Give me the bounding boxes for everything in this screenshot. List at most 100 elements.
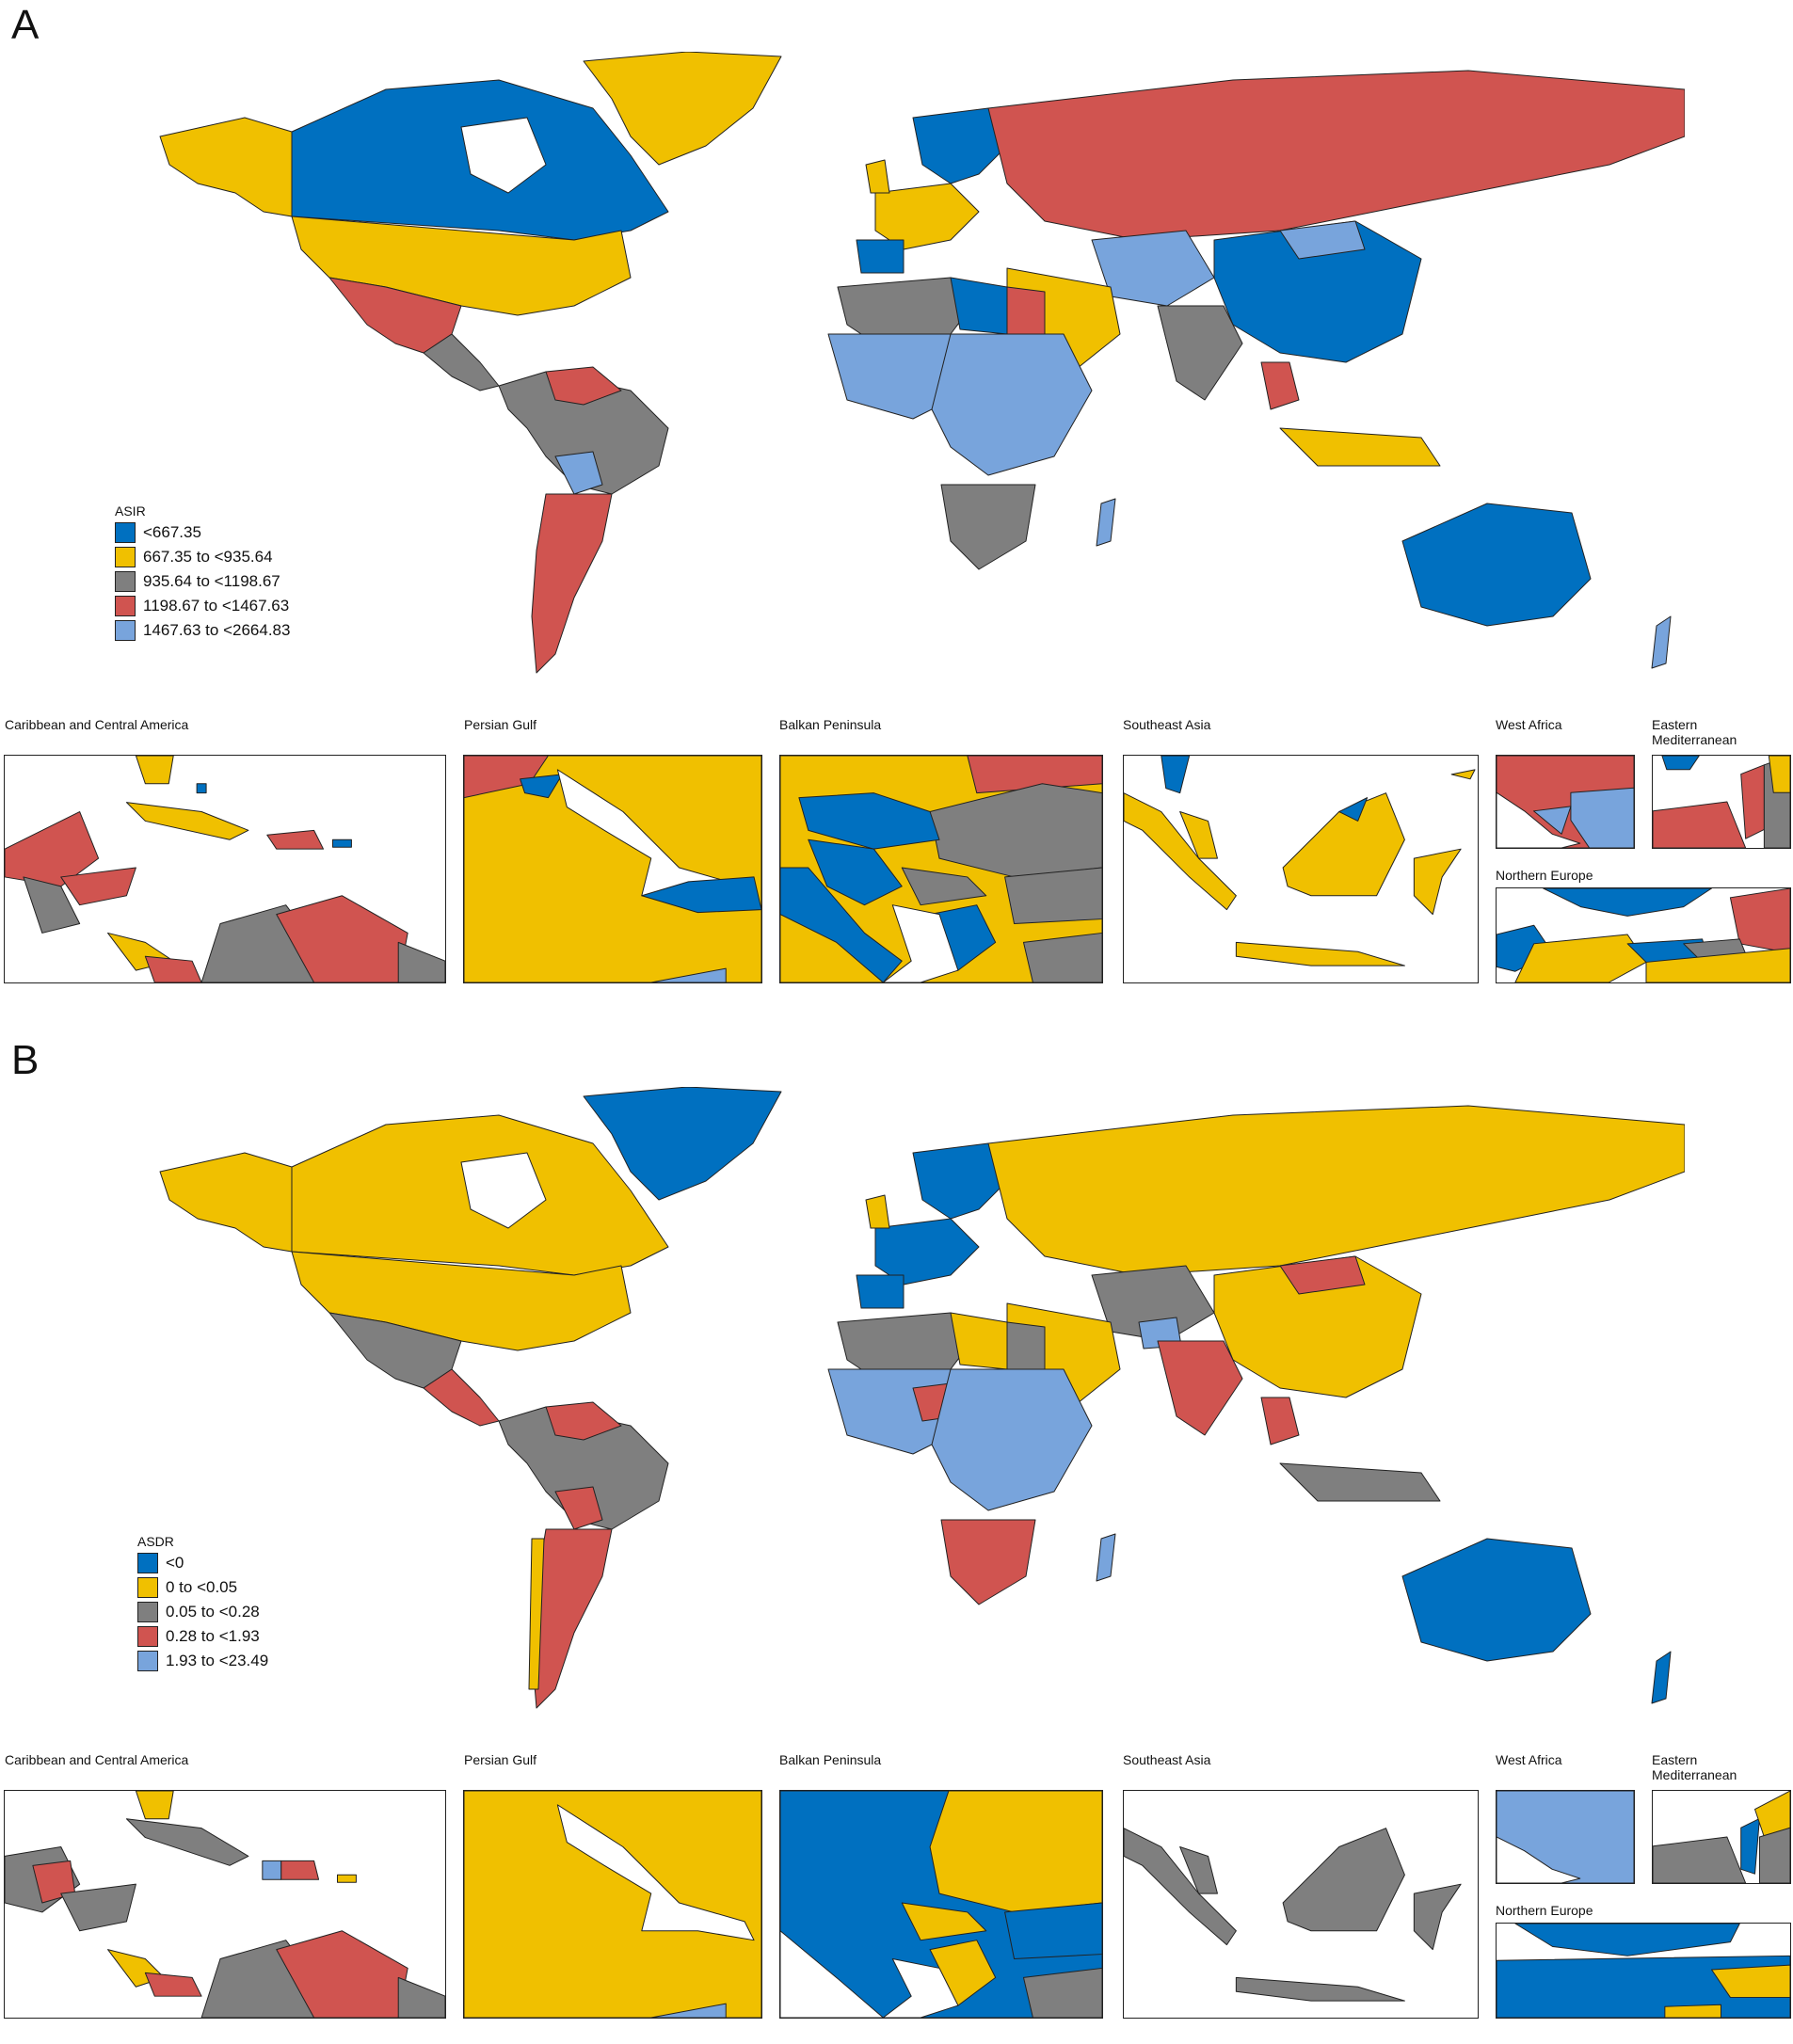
legend-title: ASDR [137, 1534, 174, 1549]
legend-label: 1198.67 to <1467.63 [143, 597, 290, 615]
inset-label-eastern-mediterranean: Eastern Mediterranean [1652, 1752, 1737, 1782]
region-bolivia [554, 1486, 603, 1530]
region-mongolia [1279, 220, 1366, 260]
panel-a: A [0, 0, 1793, 1009]
region-australia [1401, 503, 1592, 627]
inset-label-eastern-mediterranean: Eastern Mediterranean [1652, 717, 1737, 747]
region-venezuela [545, 366, 622, 406]
legend-swatch [115, 620, 136, 641]
legend-entry: 667.35 to <935.64 [115, 545, 290, 569]
region-argentina-chile [531, 493, 613, 674]
inset-caribbean [4, 755, 446, 983]
region-central-africa [931, 333, 1093, 476]
legend-entry: 1.93 to <23.49 [137, 1649, 268, 1673]
legend-label: 1467.63 to <2664.83 [143, 621, 291, 639]
region-hudson-bay [460, 1152, 547, 1229]
inset-west-africa [1496, 1790, 1635, 1884]
region-western-europe [874, 1218, 980, 1285]
legend-label: 935.64 to <1198.67 [143, 572, 280, 590]
legend-entry: <0 [137, 1551, 268, 1575]
region-venezuela [545, 1401, 622, 1441]
inset-northern-europe [1496, 887, 1791, 983]
legend-entry: <667.35 [115, 520, 290, 545]
legend-swatch [115, 596, 136, 616]
legend-label: 0.28 to <1.93 [166, 1627, 260, 1645]
region-iberia [856, 1274, 905, 1309]
legend-label: 1.93 to <23.49 [166, 1652, 269, 1669]
region-central-africa [931, 1368, 1093, 1511]
inset-southeast-asia [1123, 1790, 1479, 2019]
legend-label: 0.05 to <0.28 [166, 1603, 260, 1621]
legend-entry: 0 to <0.05 [137, 1575, 268, 1600]
region-western-europe [874, 183, 980, 250]
region-madagascar [1096, 1533, 1116, 1582]
world-map-asir [159, 52, 1685, 674]
region-libya [950, 277, 1008, 335]
inset-southeast-asia [1123, 755, 1479, 983]
region-mongolia [1279, 1255, 1366, 1295]
world-map-asdr [159, 1087, 1685, 1709]
legend-swatch [137, 1602, 158, 1622]
legend-swatch [137, 1553, 158, 1573]
region-india [1157, 305, 1243, 401]
legend-entry: 1198.67 to <1467.63 [115, 594, 290, 618]
region-egypt [1006, 286, 1046, 335]
region-china [1213, 220, 1422, 363]
inset-label-northern-europe: Northern Europe [1496, 868, 1593, 883]
region-alaska [159, 1152, 293, 1253]
panel-b: B ASDR [0, 1035, 1793, 2044]
legend-swatch [137, 1577, 158, 1598]
inset-eastern-mediterranean [1652, 755, 1791, 849]
inset-persian-gulf [463, 1790, 762, 2019]
region-southern-africa [940, 1519, 1036, 1605]
inset-label-persian-gulf: Persian Gulf [464, 1752, 537, 1767]
region-new-zealand [1651, 1651, 1672, 1704]
region-southern-africa [940, 484, 1036, 570]
region-bolivia [554, 451, 603, 495]
inset-label-west-africa: West Africa [1496, 1752, 1562, 1767]
legend-swatch [137, 1626, 158, 1647]
region-chile-strip [528, 1538, 545, 1690]
region-iberia [856, 239, 905, 274]
region-usa [291, 216, 632, 316]
region-indonesia [1279, 427, 1441, 467]
legend-swatch [115, 522, 136, 543]
inset-label-caribbean: Caribbean and Central America [5, 1752, 189, 1767]
inset-eastern-mediterranean [1652, 1790, 1791, 1884]
region-greenland [583, 1087, 782, 1201]
inset-label-southeast-asia: Southeast Asia [1123, 717, 1211, 732]
region-uk [865, 1194, 890, 1229]
inset-label-balkan: Balkan Peninsula [779, 1752, 882, 1767]
region-greenland [583, 52, 782, 166]
region-indonesia [1279, 1462, 1441, 1502]
legend-title: ASIR [115, 503, 146, 519]
region-russia [987, 70, 1685, 241]
inset-label-southeast-asia: Southeast Asia [1123, 1752, 1211, 1767]
region-southeast-asia [1260, 361, 1300, 410]
legend: ASDR <0 0 to <0.05 0.05 to <0.28 0.28 to… [137, 1534, 268, 1673]
inset-label-persian-gulf: Persian Gulf [464, 717, 537, 732]
legend-entry: 935.64 to <1198.67 [115, 569, 290, 594]
region-madagascar [1096, 498, 1116, 547]
legend-entry: 0.28 to <1.93 [137, 1624, 268, 1649]
region-russia [987, 1105, 1685, 1276]
legend-entry: 1467.63 to <2664.83 [115, 618, 290, 643]
legend-swatch [137, 1651, 158, 1671]
panel-letter: B [11, 1037, 40, 1083]
region-southeast-asia [1260, 1397, 1300, 1445]
legend-label: <667.35 [143, 523, 201, 541]
inset-caribbean [4, 1790, 446, 2019]
legend: ASIR <667.35 667.35 to <935.64 935.64 to… [115, 503, 290, 643]
region-uk [865, 159, 890, 194]
inset-west-africa [1496, 755, 1635, 849]
region-australia [1401, 1538, 1592, 1662]
region-india [1157, 1340, 1243, 1436]
region-new-zealand [1651, 615, 1672, 669]
inset-balkan [779, 755, 1103, 983]
panel-letter: A [11, 2, 40, 48]
legend-label: 0 to <0.05 [166, 1578, 238, 1596]
inset-northern-europe [1496, 1923, 1791, 2019]
inset-label-west-africa: West Africa [1496, 717, 1562, 732]
region-usa [291, 1251, 632, 1351]
inset-label-balkan: Balkan Peninsula [779, 717, 882, 732]
